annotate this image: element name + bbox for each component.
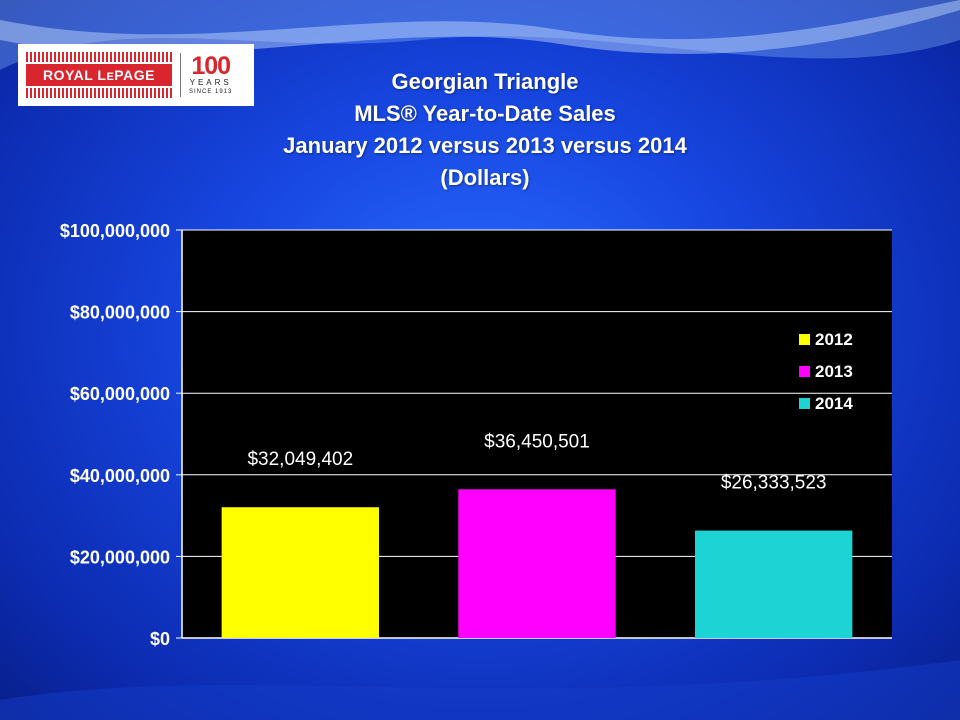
y-tick-label: $80,000,000 xyxy=(70,303,170,323)
title-line-2: MLS® Year-to-Date Sales xyxy=(354,101,616,126)
y-tick-label: $0 xyxy=(150,629,170,649)
data-label-2012: $32,049,402 xyxy=(247,449,353,470)
y-tick-label: $60,000,000 xyxy=(70,384,170,404)
logo-years: YEARS xyxy=(189,78,232,87)
logo-brand-block: ROYAL LEPAGE xyxy=(26,52,172,98)
legend-label-2014: 2014 xyxy=(815,394,853,413)
y-tick-label: $20,000,000 xyxy=(70,547,170,567)
logo-stripes-bottom xyxy=(26,88,172,98)
title-line-1: Georgian Triangle xyxy=(391,69,579,94)
logo-brand-name: ROYAL LEPAGE xyxy=(26,64,172,86)
data-label-2013: $36,450,501 xyxy=(484,431,590,452)
bar-2013 xyxy=(458,489,616,638)
legend-swatch-2013 xyxy=(799,366,810,377)
legend-swatch-2012 xyxy=(799,334,810,345)
logo-since: SINCE 1913 xyxy=(189,89,233,95)
title-line-3: January 2012 versus 2013 versus 2014 xyxy=(283,133,687,158)
title-line-4: (Dollars) xyxy=(440,165,530,190)
logo-anniversary: 100 YEARS SINCE 1913 xyxy=(189,54,232,96)
logo-100: 100 xyxy=(191,52,231,80)
legend-label-2012: 2012 xyxy=(815,330,853,349)
royal-lepage-logo: ROYAL LEPAGE 100 YEARS SINCE 1913 xyxy=(18,44,254,106)
bar-2012 xyxy=(221,507,380,638)
logo-divider xyxy=(180,53,181,97)
legend-label-2013: 2013 xyxy=(815,362,853,381)
y-tick-label: $40,000,000 xyxy=(70,466,170,486)
legend-swatch-2014 xyxy=(799,398,810,409)
chart-title: Georgian Triangle MLS® Year-to-Date Sale… xyxy=(200,66,770,194)
y-tick-label: $100,000,000 xyxy=(60,221,170,241)
data-label-2014: $26,333,523 xyxy=(721,473,827,494)
logo-stripes-top xyxy=(26,52,172,62)
bar-2014 xyxy=(694,530,853,638)
